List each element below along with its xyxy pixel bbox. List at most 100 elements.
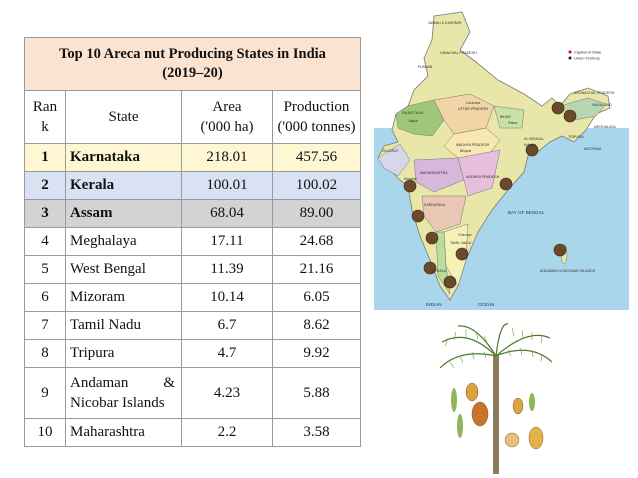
state-cell: Assam <box>65 199 182 228</box>
area-cell: 4.7 <box>181 339 273 368</box>
table-row: 6 Mizoram 10.14 6.05 <box>24 283 361 312</box>
sea-label-indian: INDIAN <box>426 302 442 307</box>
areca-marker <box>443 275 457 289</box>
sea-label-bay: BAY OF BENGAL <box>508 210 545 215</box>
areca-markers <box>403 101 577 289</box>
production-cell: 24.68 <box>272 227 361 256</box>
state-line2: Nicobar Islands <box>70 395 165 411</box>
rank-cell: 5 <box>24 255 66 284</box>
areca-nut <box>512 397 524 415</box>
spadix <box>457 414 463 438</box>
rank-cell: 7 <box>24 311 66 340</box>
rank-cell: 3 <box>24 199 66 228</box>
areca-seed <box>504 432 520 448</box>
table-row: 3 Assam 68.04 89.00 <box>24 199 361 228</box>
spadix <box>451 388 457 412</box>
place-label: Bhopal <box>460 149 471 153</box>
place-label: MADHYA PRADESH <box>456 143 490 147</box>
rank-cell: 8 <box>24 339 66 368</box>
areca-marker <box>425 231 439 245</box>
place-label: BIHAR <box>500 115 511 119</box>
karnataka-patch <box>421 195 467 233</box>
sea-label-ocean: OCEAN <box>478 302 494 307</box>
header-production-line1: Production <box>283 99 350 115</box>
leaflet <box>449 351 487 369</box>
state-line1-part-b: & <box>163 375 175 391</box>
rank-cell: 10 <box>24 418 66 447</box>
legend-ut: Union Territory <box>574 56 600 61</box>
place-label: Lucknow <box>466 101 481 105</box>
table-row: 5 West Bengal 11.39 21.16 <box>24 255 361 284</box>
place-label: KERALA <box>432 269 447 273</box>
production-cell: 9.92 <box>272 339 361 368</box>
areca-marker <box>455 247 469 261</box>
place-label: KARNATAKA <box>424 203 446 207</box>
state-line1: Andaman & <box>70 373 181 393</box>
place-label: ARUNACHAL PRADESH <box>574 91 615 95</box>
place-label: JAMMU & KASHMIR <box>428 21 462 25</box>
ut-legend-icon <box>568 56 572 60</box>
place-label: MAHARASHTRA <box>420 171 448 175</box>
place-label: ANDAMAN & NICOBAR ISLANDS <box>540 269 596 273</box>
state-line1-part-a: Andaman <box>70 375 129 391</box>
area-cell: 17.11 <box>181 227 273 256</box>
table-title-line2: (2019–20) <box>162 65 223 81</box>
production-cell: 5.88 <box>272 367 361 419</box>
area-cell: 68.04 <box>181 199 273 228</box>
header-rank: Ran k <box>24 90 66 144</box>
areca-marker <box>423 261 437 275</box>
table-header-row: Ran k State Area ('000 ha) Production ('… <box>24 90 361 144</box>
table-row: 7 Tamil Nadu 6.7 8.62 <box>24 311 361 340</box>
palm-trunk <box>493 356 499 474</box>
rank-cell: 1 <box>24 143 66 172</box>
place-label: UTTAR PRADESH <box>458 107 488 111</box>
place-label: GUJARAT <box>382 149 399 153</box>
state-cell: Meghalaya <box>65 227 182 256</box>
area-cell: 4.23 <box>181 367 273 419</box>
place-label: Kolkata <box>524 143 536 147</box>
table-row: 1 Karnataka 218.01 457.56 <box>24 143 361 172</box>
area-cell: 10.14 <box>181 283 273 312</box>
areca-marker <box>403 179 417 193</box>
area-cell: 218.01 <box>181 143 273 172</box>
state-cell: Tamil Nadu <box>65 311 182 340</box>
rank-cell: 4 <box>24 227 66 256</box>
production-cell: 89.00 <box>272 199 361 228</box>
rank-cell: 9 <box>24 367 66 419</box>
place-label: RAJASTHAN <box>402 111 424 115</box>
production-cell: 6.05 <box>272 283 361 312</box>
production-cell: 3.58 <box>272 418 361 447</box>
frond <box>439 353 497 369</box>
maharashtra-patch <box>413 157 465 193</box>
table-title: Top 10 Areca nut Producing States in Ind… <box>24 37 361 91</box>
table-row: 8 Tripura 4.7 9.92 <box>24 339 361 368</box>
gujarat-patch <box>377 143 411 177</box>
inflorescence <box>451 388 535 438</box>
place-label: NAGALAND <box>592 103 612 107</box>
state-cell: West Bengal <box>65 255 182 284</box>
area-cell: 11.39 <box>181 255 273 284</box>
place-label: W. BENGAL <box>524 137 544 141</box>
header-rank-line2: k <box>41 119 49 135</box>
table-title-line1: Top 10 Areca nut Producing States in Ind… <box>59 46 326 62</box>
production-cell: 8.62 <box>272 311 361 340</box>
areca-marker <box>563 109 577 123</box>
spadix <box>529 393 535 411</box>
andhra-patch <box>457 149 501 197</box>
state-cell: Karnataka <box>65 143 182 172</box>
areca-fruit <box>528 426 544 450</box>
place-label: Patna <box>508 121 517 125</box>
production-cell: 100.02 <box>272 171 361 200</box>
place-label: ANDHRA PRADESH <box>466 175 500 179</box>
state-cell: Kerala <box>65 171 182 200</box>
place-label: Jaipur <box>408 119 419 123</box>
table-row: 2 Kerala 100.01 100.02 <box>24 171 361 200</box>
areca-marker <box>499 177 513 191</box>
areca-production-table: Top 10 Areca nut Producing States in Ind… <box>24 37 361 447</box>
sea-labels: BAY OF BENGAL INDIAN OCEAN <box>426 210 545 307</box>
place-label: PUNJAB <box>418 65 433 69</box>
table-row: 9 Andaman & Nicobar Islands 4.23 5.88 <box>24 367 361 419</box>
areca-nut-cut <box>471 401 489 427</box>
frond <box>495 334 551 357</box>
place-label: Chennai <box>458 233 472 237</box>
